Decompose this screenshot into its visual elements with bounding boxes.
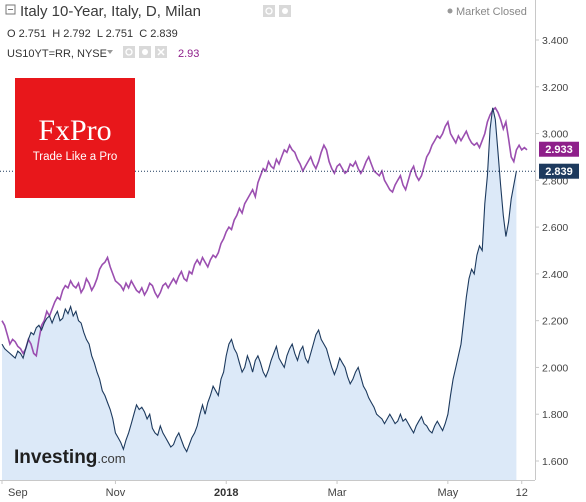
y-axis-ticks: 3.4003.2003.0002.8002.6002.4002.2002.000… (535, 35, 568, 468)
compare-symbol: US10YT=RR, NYSE (7, 48, 107, 60)
investing-name: Investing (14, 447, 97, 468)
compare-close-icon[interactable] (155, 46, 167, 58)
collapse-icon[interactable] (5, 4, 16, 15)
y-tick-label: 2.600 (542, 222, 568, 234)
x-tick-label: Nov (106, 487, 126, 499)
italy-last-value: 2.839 (545, 166, 573, 178)
y-tick-label: 3.400 (542, 35, 568, 47)
y-tick-label: 2.000 (542, 362, 568, 374)
italy-series-area (2, 107, 517, 481)
investing-suffix: .com (97, 451, 125, 466)
svg-text:Investing.com: Investing.com (14, 447, 126, 468)
y-tick-label: 2.200 (542, 316, 568, 328)
market-status-dot (447, 8, 453, 14)
settings-icon[interactable] (279, 5, 291, 17)
x-tick-label: Mar (328, 487, 347, 499)
y-tick-label: 3.200 (542, 82, 568, 94)
chart-title: Italy 10-Year, Italy, D, Milan (20, 3, 201, 20)
eye-icon[interactable] (263, 5, 275, 17)
x-axis-ticks: Sep Nov 2018 Mar May 12 (1, 480, 528, 499)
x-tick-label: 2018 (214, 487, 238, 499)
x-tick-label: Sep (8, 487, 28, 499)
x-tick-label: May (437, 487, 458, 499)
chart-header: Italy 10-Year, Italy, D, Milan Market Cl… (5, 3, 527, 60)
market-status: Market Closed (456, 6, 527, 18)
compare-value: 2.93 (178, 48, 199, 60)
ohlc-readout: O 2.751 H 2.792 L 2.751 C 2.839 (7, 28, 178, 40)
italy-series-line (1, 107, 517, 453)
y-tick-label: 2.400 (542, 269, 568, 281)
y-tick-label: 1.600 (542, 456, 568, 468)
compare-eye-icon[interactable] (123, 46, 135, 58)
us10y-last-badge: 2.933 (539, 141, 579, 157)
us10y-last-value: 2.933 (545, 144, 573, 156)
y-tick-label: 1.800 (542, 409, 568, 421)
y-tick-label: 3.000 (542, 129, 568, 141)
x-tick-label: 12 (516, 487, 528, 499)
fxpro-logo: FxPro Trade Like a Pro (15, 78, 135, 198)
compare-dropdown-icon[interactable] (107, 50, 113, 54)
italy-last-badge: 2.839 (539, 163, 579, 179)
fxpro-tagline: Trade Like a Pro (33, 151, 118, 163)
investing-watermark: Investing.com (14, 447, 126, 468)
fxpro-brand: FxPro (38, 114, 111, 147)
compare-settings-icon[interactable] (139, 46, 151, 58)
us10y-series-line (1, 106, 528, 358)
